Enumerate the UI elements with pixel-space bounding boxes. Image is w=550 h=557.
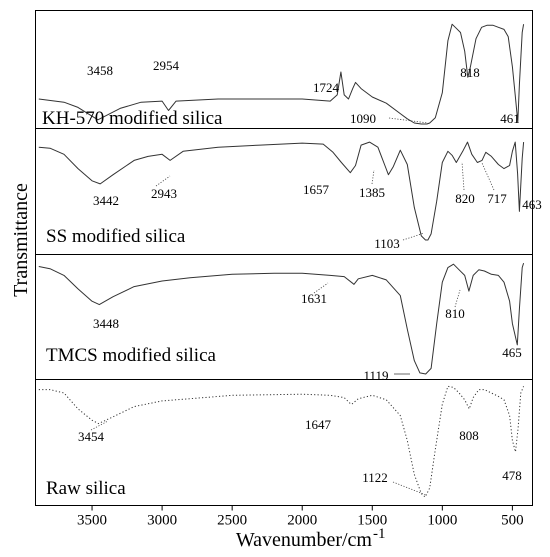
panel-1: KH-570 modified silica 3458 2954 1724 818 109… — [35, 10, 533, 129]
panel-2: SS modified silica 3442 2943 1657 1385 820 717… — [35, 128, 542, 255]
x-axis-title: Wavenumber/cm — [236, 529, 373, 551]
annotation-leader — [388, 117, 429, 124]
peak-annotation: 3454 — [78, 429, 105, 444]
peak-annotation: 1122 — [362, 470, 388, 485]
x-tick-label: 1000 — [427, 513, 457, 529]
panel-frame — [35, 379, 533, 506]
annotation-leader — [392, 481, 427, 496]
x-axis-title-unit-exponent: -1 — [373, 526, 386, 542]
x-tick-label: 3000 — [147, 513, 177, 529]
peak-annotation: 1103 — [374, 236, 400, 251]
panel-4: Raw silica 3454 1647 808 478 1122 — [35, 379, 533, 506]
peak-annotation: 717 — [487, 191, 507, 206]
x-tick-label: 1500 — [357, 513, 387, 529]
annotation-leader — [402, 232, 425, 241]
peak-annotation: 808 — [459, 428, 479, 443]
annotation-leader — [313, 282, 329, 294]
panel-label: Raw silica — [46, 478, 126, 499]
annotation-leader — [481, 162, 495, 191]
peak-annotation: 1724 — [313, 80, 340, 95]
annotation-leader — [90, 420, 109, 431]
spectrum-line — [38, 23, 525, 125]
spectrum-line — [38, 141, 525, 241]
peak-annotation: 2943 — [151, 186, 177, 201]
peak-annotation: 820 — [455, 191, 475, 206]
x-tick-label: 2500 — [217, 513, 247, 529]
peak-annotation: 810 — [445, 306, 465, 321]
peak-annotation: 465 — [502, 345, 522, 360]
peak-annotation: 1657 — [303, 182, 330, 197]
peak-annotation: 3448 — [93, 316, 119, 331]
peak-annotation: 3442 — [93, 193, 119, 208]
panel-label: SS modified silica — [46, 226, 186, 247]
panel-label: KH-570 modified silica — [42, 108, 223, 129]
panel-3: TMCS modified silica 3448 1631 810 465 1119 — [35, 254, 533, 383]
peak-annotation: 1647 — [305, 417, 332, 432]
y-axis-title: Transmittance — [10, 183, 32, 297]
peak-annotation: 2954 — [153, 58, 180, 73]
spectrum-line — [38, 262, 525, 375]
x-tick-label: 2000 — [287, 513, 317, 529]
annotation-leader — [461, 161, 465, 191]
peak-annotation: 478 — [502, 468, 522, 483]
x-tick-label: 500 — [501, 513, 524, 529]
spectrum-line — [38, 385, 525, 498]
peak-annotation: 818 — [460, 65, 480, 80]
annotation-leader — [454, 289, 461, 308]
peak-annotation: 461 — [500, 111, 520, 126]
peak-annotation: 3458 — [87, 63, 113, 78]
peak-annotation: 1119 — [363, 368, 388, 383]
peak-annotation: 1385 — [359, 185, 385, 200]
x-tick-label: 3500 — [77, 513, 107, 529]
peak-annotation: 463 — [522, 197, 542, 212]
annotation-leader — [155, 175, 171, 187]
peak-annotation: 1090 — [350, 111, 376, 126]
annotation-leader — [371, 169, 375, 185]
peak-annotation: 1631 — [301, 291, 327, 306]
panel-label: TMCS modified silica — [46, 345, 217, 366]
